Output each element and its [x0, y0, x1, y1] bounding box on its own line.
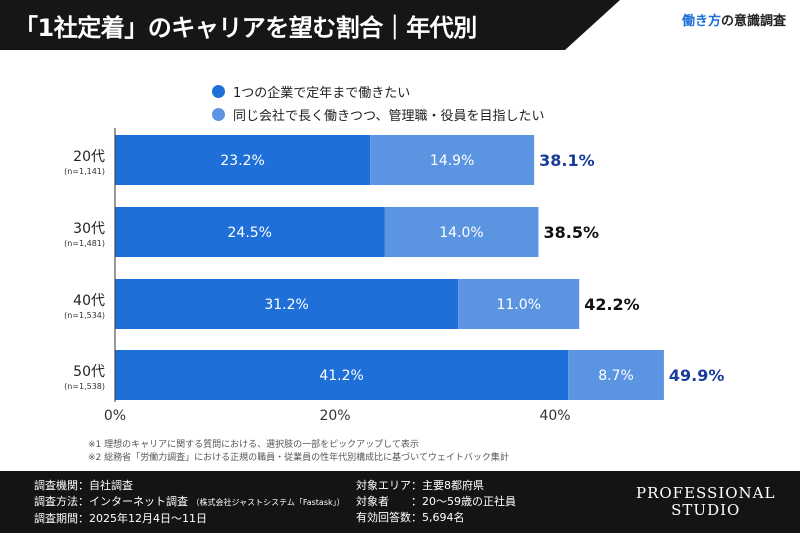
category-label: 50代	[73, 364, 105, 380]
x-tick-label: 40%	[539, 408, 570, 424]
category-label: 40代	[73, 293, 105, 309]
total-label: 42.2%	[584, 295, 640, 314]
legend-item: 1つの企業で定年まで働きたい	[212, 80, 544, 103]
footnotes: ※1 理想のキャリアに関する質問における、選択肢の一部をピックアップして表示 ※…	[88, 439, 509, 465]
stacked-bar-chart: 23.2% 14.9% 38.1% 20代 (n=1,141) 24.5% 14.0% 38.…	[64, 128, 725, 424]
bar-label: 31.2%	[264, 297, 308, 313]
footer: 調査機関：自社調査 調査方法：インターネット調査 （株式会社ジャストシステム「F…	[0, 471, 800, 533]
bar-segment	[370, 135, 535, 185]
bar-label: 24.5%	[228, 225, 272, 241]
legend-item: 同じ会社で長く働きつつ、管理職・役員を目指したい	[212, 103, 544, 126]
bar-segment	[115, 207, 385, 257]
survey-method: 調査方法：インターネット調査	[34, 495, 188, 508]
survey-count: 有効回答数：5,694名	[356, 511, 465, 524]
x-tick-label: 0%	[104, 408, 126, 424]
bar-segment	[115, 135, 371, 185]
survey-period: 調査期間：2025年12月4日〜11日	[34, 512, 207, 525]
logo-line: STUDIO	[671, 501, 741, 519]
brand-label: 働き方の意識調査	[682, 10, 786, 29]
bar-label: 41.2%	[319, 368, 363, 384]
footnote: ※1 理想のキャリアに関する質問における、選択肢の一部をピックアップして表示	[88, 440, 419, 450]
bar-segment	[384, 207, 539, 257]
professional-studio-logo: PROFESSIONAL STUDIO	[636, 485, 775, 519]
survey-method-note: （株式会社ジャストシステム「Fastask」）	[191, 498, 345, 507]
legend-label: 1つの企業で定年まで働きたい	[233, 86, 411, 101]
title-banner: 「1社定着」のキャリアを望む割合｜年代別	[0, 0, 620, 50]
brand-rest: の意識調査	[720, 14, 786, 29]
category-label: 30代	[73, 221, 105, 237]
bar-label: 14.0%	[439, 225, 483, 241]
footnote: ※2 総務省「労働力調査」における正規の職員・従業員の性年代別構成比に基づいてウ…	[88, 453, 509, 463]
survey-org: 調査機関：自社調査	[34, 479, 133, 492]
brand-accent: 働き方	[681, 14, 721, 29]
total-label: 38.5%	[544, 223, 600, 242]
category-n-label: (n=1,481)	[64, 239, 105, 248]
category-n-label: (n=1,534)	[64, 311, 105, 320]
total-label: 49.9%	[669, 366, 725, 385]
bar-label: 8.7%	[598, 368, 634, 384]
bar-label: 11.0%	[496, 297, 540, 313]
total-label: 38.1%	[539, 151, 595, 170]
x-tick-label: 20%	[319, 408, 350, 424]
legend-dot-icon	[212, 108, 225, 121]
bar-segment	[115, 279, 459, 329]
page-title: 「1社定着」のキャリアを望む割合｜年代別	[14, 14, 477, 42]
legend: 1つの企業で定年まで働きたい 同じ会社で長く働きつつ、管理職・役員を目指したい	[212, 80, 544, 126]
category-n-label: (n=1,538)	[64, 382, 105, 391]
category-label: 20代	[73, 149, 105, 165]
bar-segment	[115, 350, 569, 400]
bar-label: 14.9%	[430, 153, 474, 169]
bar-label: 23.2%	[220, 153, 264, 169]
category-n-label: (n=1,141)	[64, 167, 105, 176]
bar-segment	[568, 350, 664, 400]
legend-label: 同じ会社で長く働きつつ、管理職・役員を目指したい	[233, 109, 545, 124]
survey-area: 対象エリア：主要8都府県	[356, 479, 484, 492]
logo-line: PROFESSIONAL	[636, 484, 776, 502]
legend-dot-icon	[212, 85, 225, 98]
bar-segment	[458, 279, 580, 329]
survey-target: 対象者 ：20〜59歳の正社員	[356, 495, 516, 508]
